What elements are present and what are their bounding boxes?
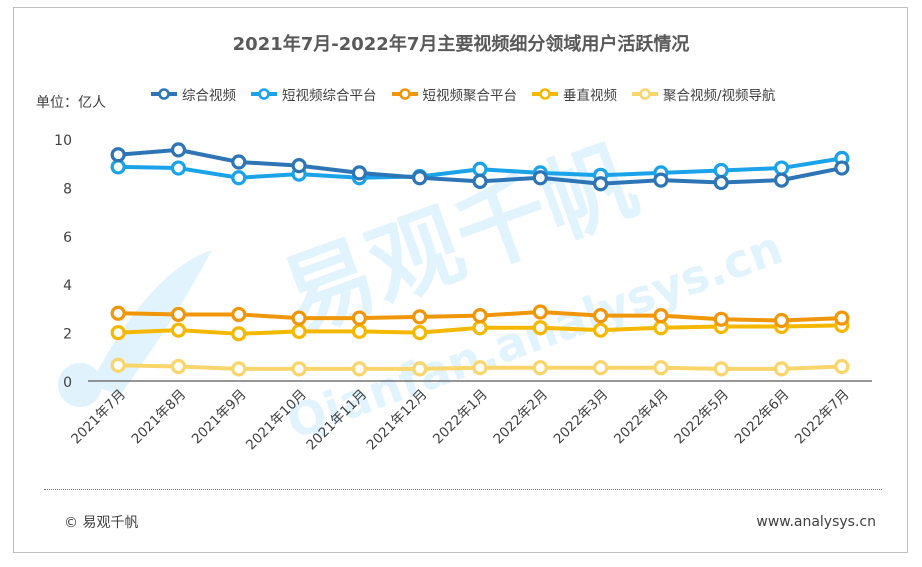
data-point (653, 172, 669, 188)
y-tick-label: 2 (63, 327, 72, 343)
data-point (593, 176, 609, 192)
data-point (653, 320, 669, 336)
data-point (110, 325, 126, 341)
x-tick-label: 2021年12月 (364, 387, 431, 454)
data-point (291, 310, 307, 326)
data-point (593, 360, 609, 376)
data-point (472, 161, 488, 177)
x-tick-label: 2021年7月 (68, 387, 129, 448)
data-point (291, 361, 307, 377)
chart-legend: 综合视频 短视频综合平台 短视频聚合平台 垂直视频 聚合视频/视频导航 (150, 84, 790, 104)
legend-label: 综合视频 (182, 88, 236, 104)
legend-marker-icon (532, 88, 558, 100)
y-tick-label: 8 (63, 181, 72, 197)
legend-marker-icon (151, 88, 177, 100)
x-tick-label: 2022年4月 (611, 387, 672, 448)
x-tick-label: 2021年10月 (243, 387, 310, 454)
data-point (412, 309, 428, 325)
data-point (231, 154, 247, 170)
footer-divider (44, 489, 882, 490)
data-point (834, 358, 850, 375)
x-tick-label: 2022年3月 (551, 387, 612, 448)
copyright-text: © 易观千帆 (64, 515, 139, 531)
data-point (170, 322, 187, 338)
data-point (472, 360, 488, 376)
data-point (170, 306, 187, 323)
y-tick-label: 6 (63, 230, 72, 246)
data-point (170, 358, 187, 375)
y-tick-label: 10 (54, 133, 72, 149)
x-tick-label: 2022年1月 (430, 387, 491, 448)
legend-marker-icon (391, 88, 418, 100)
data-point (110, 159, 126, 175)
data-point (472, 320, 488, 336)
data-point (532, 170, 548, 186)
data-point (834, 310, 850, 326)
data-point (713, 174, 729, 191)
data-point (170, 142, 187, 158)
data-point (532, 360, 548, 376)
data-point (412, 325, 428, 341)
website-text: www.analysys.cn (756, 514, 876, 530)
data-point (834, 160, 850, 176)
legend-item: 短视频综合平台 (250, 84, 377, 104)
data-point (653, 360, 669, 376)
data-point (773, 172, 790, 188)
legend-label: 垂直视频 (563, 88, 617, 104)
legend-item: 综合视频 (150, 84, 236, 104)
legend-label: 短视频聚合平台 (422, 88, 518, 104)
legend-label: 短视频综合平台 (282, 88, 377, 104)
data-point (412, 361, 428, 377)
x-tick-label: 2022年5月 (671, 387, 732, 448)
data-point (713, 361, 729, 377)
legend-marker-icon (251, 88, 277, 100)
x-tick-label: 2021年11月 (303, 387, 370, 454)
x-tick-label: 2022年2月 (490, 387, 551, 448)
data-point (351, 361, 367, 377)
data-point (713, 311, 729, 327)
data-point (351, 165, 367, 181)
x-tick-label: 2022年7月 (792, 387, 853, 448)
unit-label: 单位：亿人 (36, 95, 106, 111)
legend-marker-icon (632, 88, 658, 100)
data-point (110, 305, 126, 321)
data-point (773, 361, 790, 377)
data-point (110, 357, 126, 373)
y-tick-label: 4 (63, 278, 72, 294)
data-point (472, 308, 488, 324)
legend-item: 垂直视频 (531, 84, 617, 104)
data-point (593, 308, 609, 324)
data-point (472, 173, 488, 189)
data-point (532, 320, 548, 336)
data-point (110, 147, 126, 163)
data-point (231, 170, 247, 186)
data-point (412, 170, 428, 186)
data-point (231, 326, 247, 342)
data-point (713, 162, 729, 179)
data-point (653, 308, 669, 324)
data-point (351, 323, 367, 339)
chart-title: 2021年7月-2022年7月主要视频细分领域用户活跃情况 (232, 34, 690, 55)
data-point (291, 323, 307, 339)
data-point (351, 310, 367, 326)
legend-label: 聚合视频/视频导航 (663, 88, 776, 104)
data-point (773, 312, 790, 329)
x-tick-label: 2021年9月 (189, 387, 250, 448)
y-tick-label: 0 (63, 375, 72, 391)
data-point (532, 304, 548, 320)
data-point (593, 322, 609, 338)
x-tick-label: 2022年6月 (732, 387, 793, 448)
data-point (170, 160, 187, 176)
legend-item: 聚合视频/视频导航 (631, 84, 776, 104)
x-tick-label: 2021年8月 (129, 387, 190, 448)
data-point (231, 306, 247, 323)
data-point (291, 158, 307, 174)
data-point (231, 361, 247, 377)
legend-item: 短视频聚合平台 (391, 84, 518, 104)
data-point (773, 160, 790, 176)
